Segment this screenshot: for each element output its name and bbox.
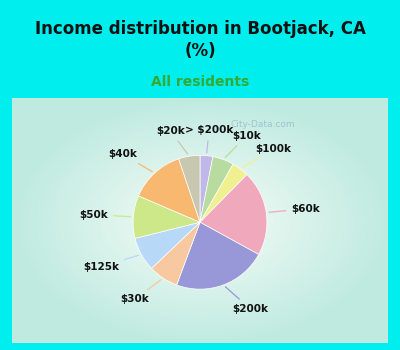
Wedge shape (200, 164, 247, 222)
Text: $10k: $10k (225, 131, 261, 158)
Wedge shape (152, 222, 200, 285)
Text: City-Data.com: City-Data.com (231, 120, 296, 129)
Text: $30k: $30k (120, 280, 161, 304)
Text: $60k: $60k (269, 204, 320, 214)
Text: $200k: $200k (226, 287, 268, 314)
Text: $40k: $40k (108, 149, 152, 172)
Wedge shape (135, 222, 200, 268)
Wedge shape (200, 175, 267, 254)
Wedge shape (200, 155, 213, 222)
Wedge shape (138, 159, 200, 222)
Wedge shape (177, 222, 259, 289)
Text: > $200k: > $200k (185, 125, 233, 153)
Wedge shape (179, 155, 200, 222)
Text: $125k: $125k (83, 255, 139, 272)
Text: $100k: $100k (243, 144, 292, 167)
Text: $20k: $20k (156, 126, 188, 154)
Text: Income distribution in Bootjack, CA
(%): Income distribution in Bootjack, CA (%) (34, 20, 366, 61)
Wedge shape (133, 196, 200, 238)
Text: All residents: All residents (151, 75, 249, 89)
Text: $50k: $50k (79, 210, 130, 220)
Wedge shape (200, 156, 233, 222)
